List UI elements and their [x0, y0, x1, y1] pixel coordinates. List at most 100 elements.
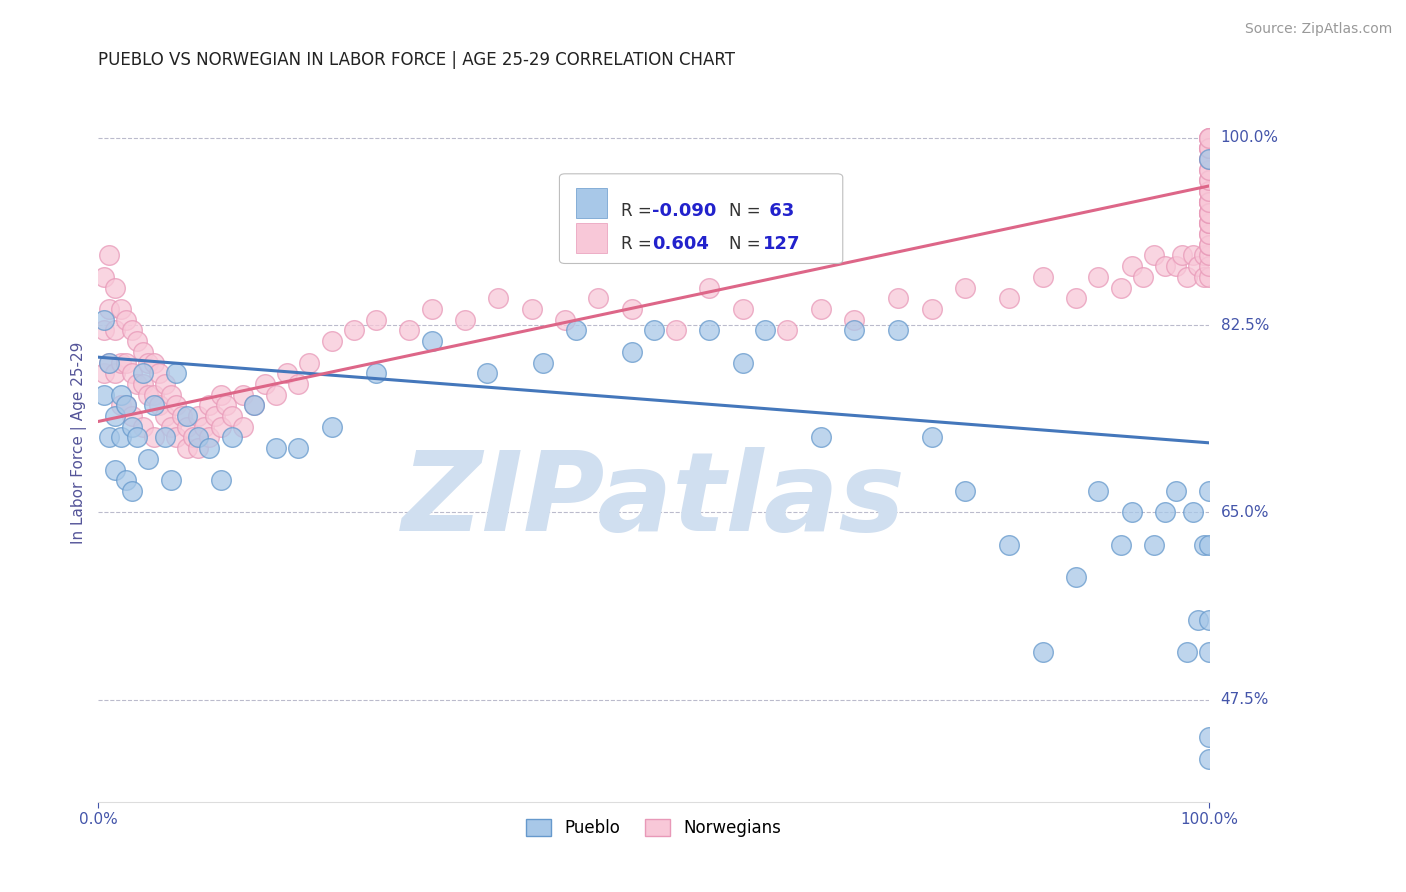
Point: [1198, 216, 1220, 230]
Point: [1087, 269, 1109, 284]
Point: [321, 419, 343, 434]
Point: [921, 301, 943, 316]
Point: [98, 430, 121, 444]
Text: PUEBLO VS NORWEGIAN IN LABOR FORCE | AGE 25-29 CORRELATION CHART: PUEBLO VS NORWEGIAN IN LABOR FORCE | AGE…: [98, 51, 735, 69]
Point: [1032, 645, 1054, 659]
FancyBboxPatch shape: [576, 223, 607, 252]
Point: [1143, 248, 1166, 262]
Point: [138, 387, 160, 401]
Point: [287, 376, 309, 391]
Point: [165, 398, 187, 412]
Point: [298, 355, 321, 369]
Point: [810, 430, 832, 444]
Text: N =: N =: [730, 202, 761, 220]
Point: [132, 419, 155, 434]
Text: ZIPatlas: ZIPatlas: [402, 447, 905, 554]
Point: [110, 301, 132, 316]
Point: [1198, 152, 1220, 166]
Point: [520, 301, 543, 316]
FancyBboxPatch shape: [576, 188, 607, 219]
Y-axis label: In Labor Force | Age 25-29: In Labor Force | Age 25-29: [72, 342, 87, 544]
Point: [1198, 194, 1220, 209]
Point: [121, 366, 143, 380]
Point: [104, 462, 127, 476]
Point: [110, 430, 132, 444]
Point: [132, 344, 155, 359]
Point: [1198, 205, 1220, 219]
Point: [176, 419, 198, 434]
Point: [1198, 173, 1220, 187]
Point: [153, 376, 176, 391]
Point: [127, 376, 149, 391]
Point: [1198, 538, 1220, 552]
Point: [1198, 184, 1220, 198]
Point: [121, 409, 143, 423]
Point: [93, 269, 115, 284]
Point: [1198, 130, 1220, 145]
Point: [754, 323, 776, 337]
Point: [810, 301, 832, 316]
Point: [132, 366, 155, 380]
Point: [1164, 259, 1187, 273]
Point: [1198, 227, 1220, 241]
Point: [287, 441, 309, 455]
Point: [998, 538, 1021, 552]
Point: [187, 441, 209, 455]
Point: [93, 366, 115, 380]
Point: [1198, 184, 1220, 198]
Point: [1143, 538, 1166, 552]
Point: [243, 398, 266, 412]
Point: [209, 387, 232, 401]
Point: [138, 451, 160, 466]
Point: [1198, 216, 1220, 230]
Point: [321, 334, 343, 348]
Point: [170, 409, 193, 423]
Point: [1132, 269, 1154, 284]
Point: [1198, 173, 1220, 187]
Text: 0.604: 0.604: [651, 235, 709, 253]
Point: [953, 280, 976, 294]
Point: [1198, 152, 1220, 166]
Point: [887, 291, 910, 305]
Point: [1198, 216, 1220, 230]
Point: [1064, 570, 1087, 584]
Point: [93, 387, 115, 401]
Point: [1192, 538, 1215, 552]
Point: [98, 355, 121, 369]
Point: [159, 387, 181, 401]
Point: [1198, 205, 1220, 219]
Point: [1198, 227, 1220, 241]
Point: [1154, 505, 1177, 519]
Point: [121, 483, 143, 498]
Point: [1032, 269, 1054, 284]
Point: [1198, 194, 1220, 209]
Legend: Pueblo, Norwegians: Pueblo, Norwegians: [519, 812, 789, 844]
Point: [148, 366, 170, 380]
Point: [842, 323, 865, 337]
Point: [554, 312, 576, 326]
Point: [1198, 645, 1220, 659]
Point: [104, 323, 127, 337]
Point: [1198, 194, 1220, 209]
Text: R =: R =: [620, 235, 651, 253]
Point: [1087, 483, 1109, 498]
FancyBboxPatch shape: [560, 174, 842, 263]
Point: [142, 398, 165, 412]
Point: [1181, 505, 1204, 519]
Point: [1198, 237, 1220, 252]
Point: [1198, 162, 1220, 177]
Point: [1121, 259, 1143, 273]
Point: [165, 366, 187, 380]
Point: [209, 419, 232, 434]
Point: [264, 387, 287, 401]
Point: [142, 387, 165, 401]
Point: [198, 398, 221, 412]
Text: 127: 127: [763, 235, 800, 253]
Point: [953, 483, 976, 498]
Text: 82.5%: 82.5%: [1220, 318, 1268, 333]
Text: 47.5%: 47.5%: [1220, 692, 1268, 707]
Point: [366, 312, 388, 326]
Point: [127, 430, 149, 444]
Point: [620, 301, 643, 316]
Point: [1109, 538, 1132, 552]
